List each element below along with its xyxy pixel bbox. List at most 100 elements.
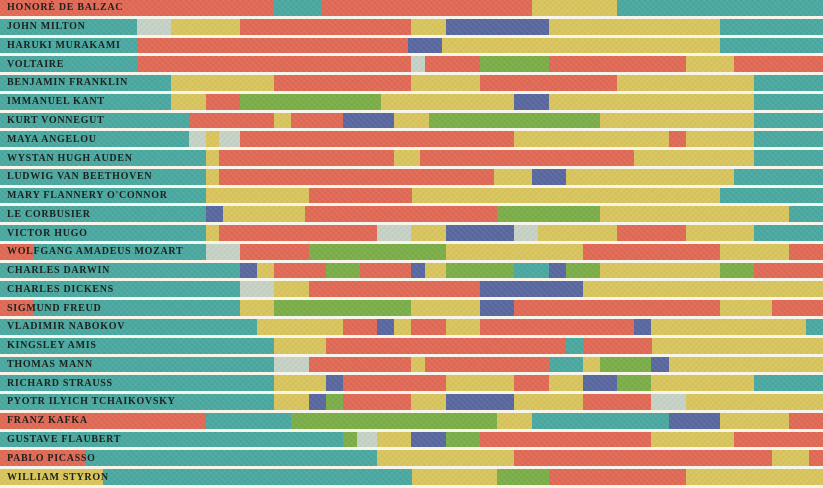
timeline-segment-yellow [685, 225, 755, 241]
timeline-segment-gray [205, 243, 241, 260]
timeline-segment-navy [240, 262, 258, 279]
timeline-segment-red [733, 56, 823, 73]
timeline-segment-teal [0, 319, 258, 335]
timeline-segment-yellow [257, 262, 275, 279]
timeline-segment-red [291, 112, 343, 129]
timeline-segment-yellow [582, 356, 601, 373]
timeline-segment-red [582, 394, 652, 410]
timeline-segment-yellow [205, 150, 220, 166]
timeline-segment-teal [0, 431, 343, 448]
timeline-segment-yellow [394, 319, 412, 335]
timeline-segment-yellow [0, 469, 103, 485]
timeline-segment-red [771, 300, 823, 317]
timeline-row: MAYA ANGELOU [0, 131, 823, 150]
timeline-segment-yellow [442, 37, 721, 54]
timeline-segment-navy [480, 300, 515, 317]
timeline-segment-green [480, 56, 549, 73]
timeline-bar [0, 225, 823, 241]
timeline-segment-teal [531, 412, 669, 429]
timeline-row: FRANZ KAFKA [0, 412, 823, 432]
timeline-segment-red [308, 281, 481, 298]
timeline-segment-green [565, 262, 601, 279]
timeline-segment-yellow [582, 281, 823, 298]
timeline-row: WOLFGANG AMADEUS MOZART [0, 243, 823, 263]
timeline-row: JOHN MILTON [0, 18, 823, 38]
timeline-segment-green [325, 394, 343, 410]
timeline-segment-teal [565, 337, 583, 354]
timeline-segment-teal [0, 150, 206, 166]
timeline-segment-yellow [651, 319, 806, 335]
timeline-segment-teal [0, 206, 206, 223]
timeline-segment-red [754, 262, 823, 279]
timeline-segment-navy [308, 394, 326, 410]
timeline-segment-yellow [538, 225, 618, 241]
timeline-segment-green [600, 356, 652, 373]
timeline-bar [0, 431, 823, 448]
timeline-row: GUSTAVE FLAUBERT [0, 431, 823, 451]
timeline-segment-navy [531, 168, 566, 185]
timeline-segment-yellow [222, 206, 306, 223]
timeline-segment-red [274, 262, 326, 279]
timeline-segment-yellow [171, 18, 241, 35]
timeline-segment-yellow [685, 394, 823, 410]
timeline-segment-yellow [445, 243, 583, 260]
timeline-segment-yellow [651, 431, 734, 448]
timeline-segment-teal [34, 243, 206, 260]
timeline-segment-yellow [411, 18, 446, 35]
timeline-segment-yellow [394, 112, 429, 129]
timeline-bar [0, 262, 823, 279]
timeline-row: BENJAMIN FRANKLIN [0, 75, 823, 94]
timeline-segment-teal [34, 300, 241, 317]
timeline-segment-red [0, 0, 275, 16]
timeline-segment-navy [634, 319, 652, 335]
timeline-segment-red [360, 262, 412, 279]
timeline-segment-yellow [685, 469, 823, 485]
timeline-segment-yellow [600, 112, 755, 129]
timeline-segment-red [514, 375, 549, 392]
timeline-segment-gray [240, 281, 275, 298]
timeline-segment-yellow [411, 225, 446, 241]
timeline-segment-red [788, 412, 823, 429]
timeline-row: PYOTR ILYICH TCHAIKOVSKY [0, 394, 823, 413]
timeline-segment-yellow [531, 0, 618, 16]
timeline-segment-red [205, 93, 241, 110]
timeline-row: RICHARD STRAUSS [0, 375, 823, 394]
timeline-segment-yellow [548, 93, 755, 110]
timeline-segment-yellow [205, 168, 220, 185]
timeline-segment-yellow [548, 375, 583, 392]
timeline-segment-teal [754, 131, 823, 148]
timeline-segment-teal [0, 75, 172, 91]
timeline-segment-red [425, 56, 481, 73]
timeline-segment-gray [274, 356, 309, 373]
timeline-segment-red [480, 319, 635, 335]
timeline-segment-red [322, 0, 532, 16]
timeline-bar [0, 37, 823, 54]
timeline-segment-red [617, 225, 686, 241]
timeline-segment-teal [617, 0, 823, 16]
timeline-segment-gray [356, 431, 378, 448]
timeline-segment-green [497, 469, 549, 485]
timeline-segment-navy [411, 262, 426, 279]
timeline-segment-yellow [411, 75, 481, 91]
timeline-segment-yellow [720, 300, 772, 317]
timeline-segment-red [342, 394, 412, 410]
timeline-segment-teal [0, 394, 275, 410]
timeline-segment-teal [514, 262, 549, 279]
timeline-segment-yellow [445, 319, 481, 335]
timeline-segment-red [137, 56, 412, 73]
timeline-segment-teal [102, 469, 412, 485]
timeline-segment-red [480, 75, 618, 91]
timeline-segment-red [219, 150, 395, 166]
timeline-bar [0, 375, 823, 392]
timeline-segment-navy [205, 206, 223, 223]
timeline-segment-teal [0, 112, 189, 129]
timeline-segment-red [733, 431, 823, 448]
timeline-row: LE CORBUSIER [0, 206, 823, 225]
timeline-segment-yellow [411, 394, 446, 410]
timeline-bar [0, 187, 823, 204]
timeline-segment-yellow [171, 93, 206, 110]
timeline-segment-red [480, 431, 652, 448]
timeline-segment-yellow [497, 412, 532, 429]
timeline-segment-green [617, 375, 652, 392]
